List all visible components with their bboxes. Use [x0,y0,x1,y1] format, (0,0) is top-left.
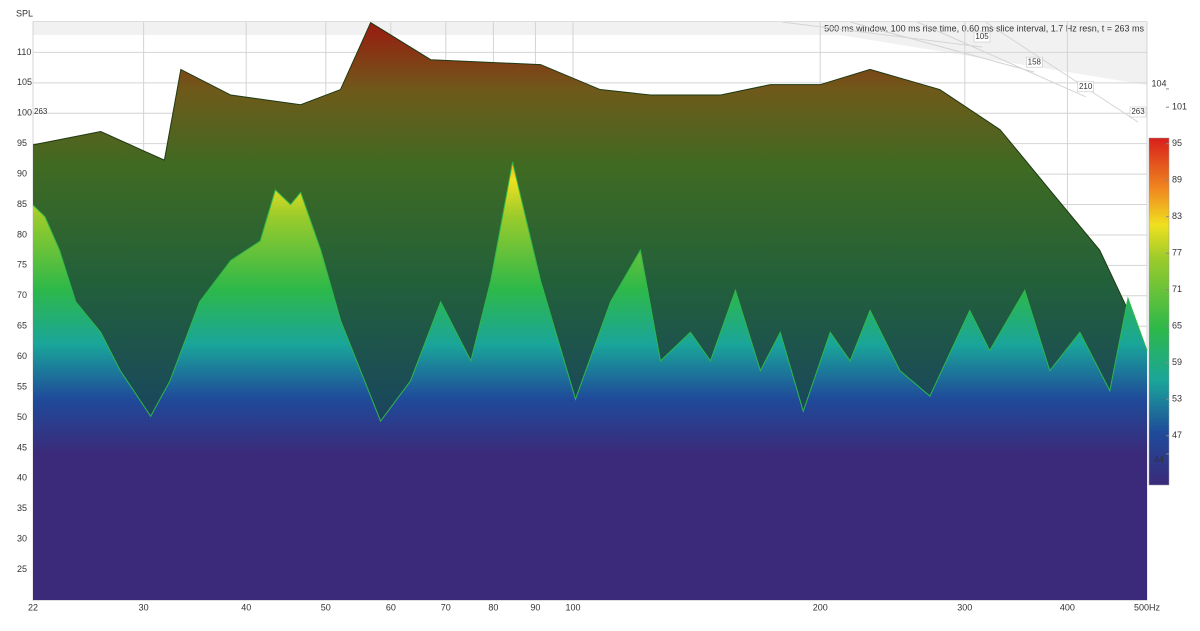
annotation: 500 ms window, 100 ms rise time, 0.60 ms… [824,23,1144,33]
y-tick-label: 70 [17,290,27,300]
colorbar [1148,137,1170,486]
time-tick-box [973,31,991,43]
colorbar-tick-label: 59 [1172,357,1182,367]
y-tick-label: 45 [17,442,27,452]
x-tick-label: 30 [139,602,149,612]
time-tick-box [1129,106,1147,118]
time-grid-line [850,21,1035,73]
time-tick-box [1026,56,1043,68]
x-tick-label: 400 [1060,602,1075,612]
slice-edge [32,21,1148,351]
x-tick-label: 60 [386,602,396,612]
y-tick-label: 75 [17,260,27,270]
time-grid-line [781,21,983,48]
y-tick-label: 105 [17,77,32,87]
x-tick-label: 200 [813,602,828,612]
colorbar-tick-label: 44 [1154,454,1164,464]
y-tick-label: 65 [17,321,27,331]
x-tick-label: 500Hz [1134,602,1161,612]
y-tick-label: 30 [17,534,27,544]
colorbar-tick-label: 104 [1151,78,1166,88]
x-tick-label: 70 [441,602,451,612]
time-tick-label: 263 [1131,107,1145,116]
front-slice [33,161,1147,601]
colorbar-tick-label: 83 [1172,211,1182,221]
y-tick-label: 95 [17,138,27,148]
colorbar-tick-label: 77 [1172,248,1182,258]
x-tick-label: 100 [565,602,580,612]
y-tick-label: 60 [17,351,27,361]
y-tick-label: 85 [17,199,27,209]
x-tick-label: 90 [530,602,540,612]
y-tick-label: 80 [17,229,27,239]
y-tick-label: 50 [17,412,27,422]
y-tick-label: 110 [17,47,31,57]
time-tick-label: 263 [34,107,48,116]
slice-edge [32,161,1148,423]
x-tick-label: 40 [241,602,251,612]
x-tick-label: 80 [488,602,498,612]
y-tick-label: 25 [17,564,27,574]
y-axis-label: SPL [16,8,33,18]
colorbar-tick-label: 65 [1172,321,1182,331]
time-tick-label: 105 [975,32,989,41]
colorbar-tick-label: 89 [1172,175,1182,185]
y-tick-label: 90 [17,168,27,178]
time-tick-label: 158 [1028,57,1042,66]
time-grid-line [985,21,1139,123]
time-tick-label: 210 [1079,82,1093,91]
y-tick-label: 100 [17,108,32,118]
y-tick-label: 35 [17,503,27,513]
x-tick-label: 50 [321,602,331,612]
back-wall [33,22,1147,85]
colorbar-tick-label: 101 [1172,102,1187,112]
time-tick-box [1077,81,1094,93]
x-tick-label: 300 [957,602,972,612]
x-tick-label: 22 [28,602,38,612]
colorbar-tick-label: 71 [1172,284,1182,294]
y-tick-label: 55 [17,381,27,391]
colorbar-tick-label: 47 [1172,430,1182,440]
colorbar-tick-label: 95 [1172,138,1182,148]
colorbar-tick-label: 53 [1172,394,1182,404]
time-grid-line [916,21,1086,98]
y-tick-label: 40 [17,473,27,483]
